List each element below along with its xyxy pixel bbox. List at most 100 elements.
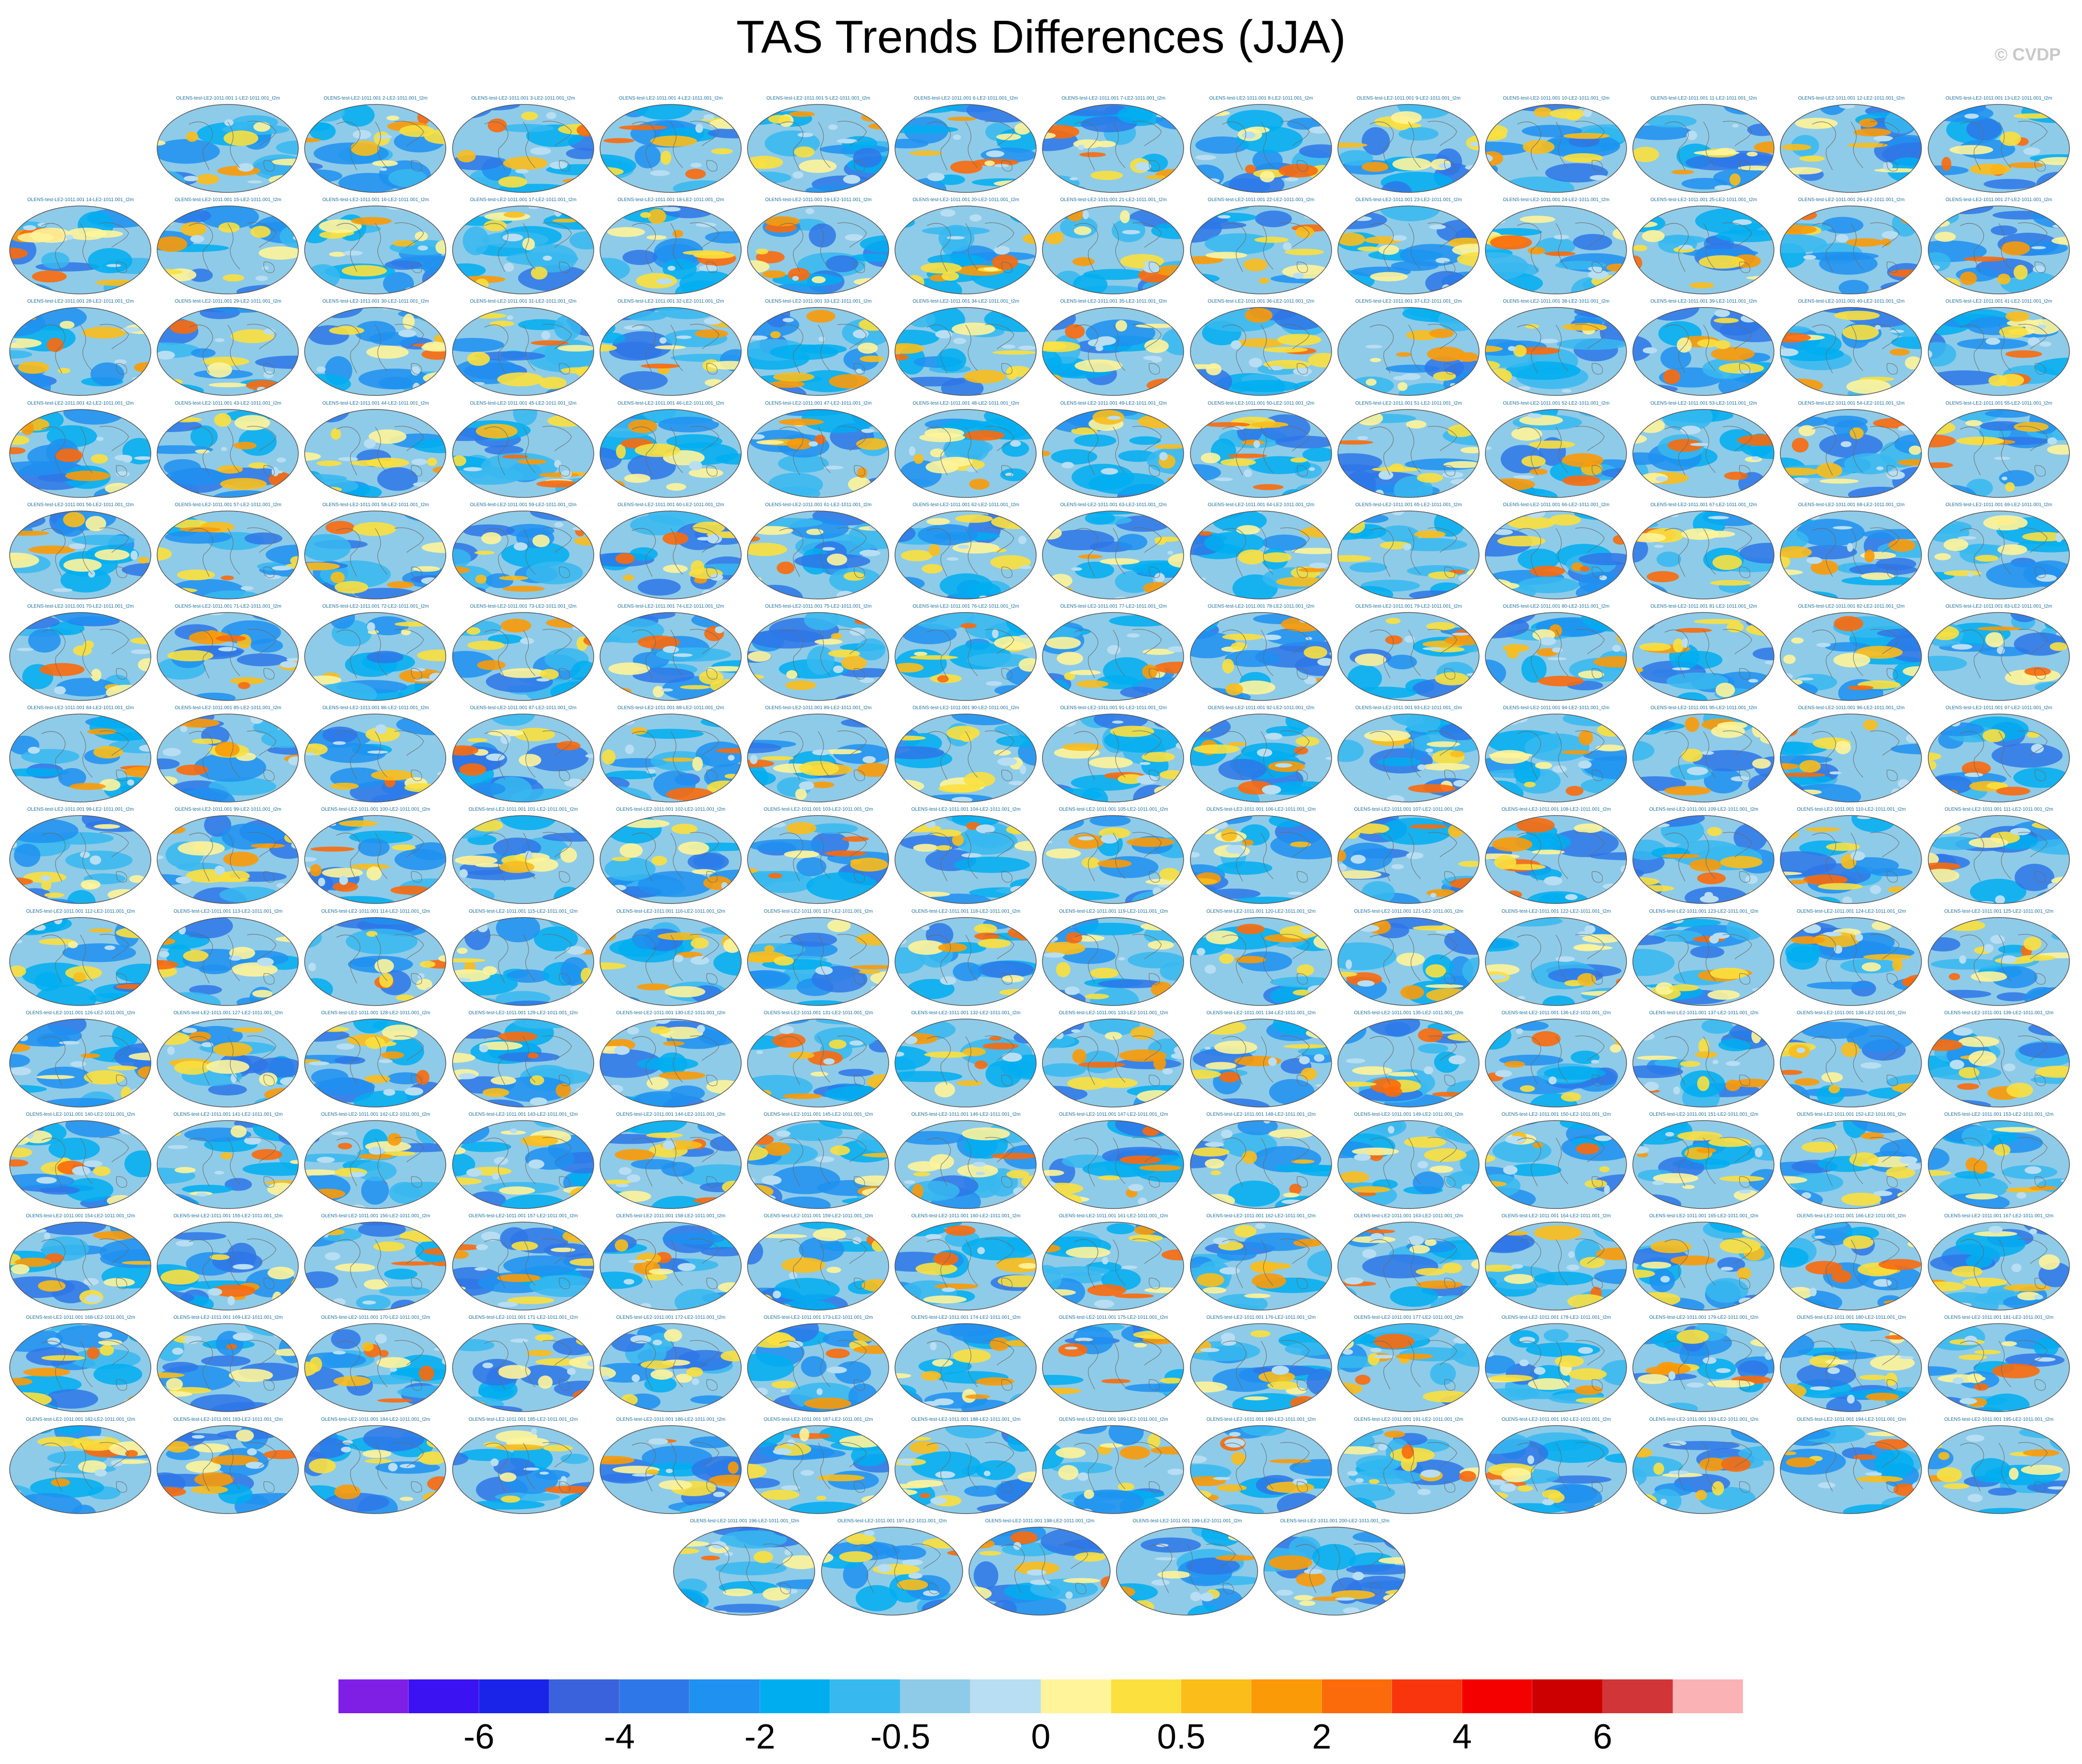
map-panel: OLENS-test-LE2-1011.001 121-LE2-1011.001… [1335,909,1482,1010]
panel-title: OLENS-test-LE2-1011.001 45-LE2-1011.001_… [469,400,577,406]
panel-title: OLENS-test-LE2-1011.001 160-LE2-1011.001… [911,1213,1021,1219]
global-map [747,612,889,701]
global-map [1042,408,1185,498]
global-map [452,104,594,193]
panel-title: OLENS-test-LE2-1011.001 39-LE2-1011.001_… [1650,299,1757,305]
map-panel: OLENS-test-LE2-1011.001 176-LE2-1011.001… [1188,1315,1335,1416]
map-panel: OLENS-test-LE2-1011.001 24-LE2-1011.001_… [1482,197,1630,299]
global-map [304,714,447,802]
global-map [1780,307,1922,396]
global-map [1337,815,1480,904]
colorbar-swatch [1041,1679,1111,1713]
map-panel: OLENS-test-LE2-1011.001 173-LE2-1011.001… [745,1315,892,1416]
global-map [1632,205,1774,294]
map-panel: OLENS-test-LE2-1011.001 58-LE2-1011.001_… [302,502,449,604]
global-map [1189,1120,1332,1209]
panel-title: OLENS-test-LE2-1011.001 58-LE2-1011.001_… [322,502,429,508]
global-map [1927,815,2070,904]
global-map [1189,510,1332,599]
panel-title: OLENS-test-LE2-1011.001 93-LE2-1011.001_… [1355,705,1462,711]
panel-title: OLENS-test-LE2-1011.001 154-LE2-1011.001… [26,1213,135,1219]
global-map [304,1222,447,1311]
global-map [452,612,594,701]
map-panel: OLENS-test-LE2-1011.001 2-LE2-1011.001_t… [302,96,449,197]
panel-title: OLENS-test-LE2-1011.001 87-LE2-1011.001_… [469,705,577,711]
panel-title: OLENS-test-LE2-1011.001 37-LE2-1011.001_… [1355,299,1462,305]
panel-title: OLENS-test-LE2-1011.001 27-LE2-1011.001_… [1945,197,2053,203]
global-map [452,1019,594,1108]
panel-title: OLENS-test-LE2-1011.001 42-LE2-1011.001_… [27,400,134,406]
map-panel: OLENS-test-LE2-1011.001 182-LE2-1011.001… [7,1417,154,1518]
map-panel: OLENS-test-LE2-1011.001 144-LE2-1011.001… [597,1112,745,1213]
global-map [304,408,447,498]
panel-title: OLENS-test-LE2-1011.001 65-LE2-1011.001_… [1355,502,1462,508]
colorbar-swatch [1111,1679,1181,1713]
panel-title: OLENS-test-LE2-1011.001 141-LE2-1011.001… [173,1112,283,1117]
panel-title: OLENS-test-LE2-1011.001 120-LE2-1011.001… [1206,908,1316,914]
panel-title: OLENS-test-LE2-1011.001 198-LE2-1011.001… [985,1518,1095,1524]
global-map [1485,1425,1627,1514]
global-map [304,307,447,396]
map-panel: OLENS-test-LE2-1011.001 199-LE2-1011.001… [1114,1518,1261,1620]
map-panel: OLENS-test-LE2-1011.001 63-LE2-1011.001_… [1040,502,1187,604]
panel-title: OLENS-test-LE2-1011.001 149-LE2-1011.001… [1354,1112,1464,1117]
map-panel: OLENS-test-LE2-1011.001 102-LE2-1011.001… [597,807,745,908]
global-map [157,408,299,498]
map-panel: OLENS-test-LE2-1011.001 78-LE2-1011.001_… [1188,604,1335,705]
map-panel: OLENS-test-LE2-1011.001 101-LE2-1011.001… [450,807,597,908]
map-panel: OLENS-test-LE2-1011.001 36-LE2-1011.001_… [1188,299,1335,400]
map-panel: OLENS-test-LE2-1011.001 52-LE2-1011.001_… [1482,401,1630,502]
map-panel: OLENS-test-LE2-1011.001 105-LE2-1011.001… [1040,807,1187,908]
map-panel: OLENS-test-LE2-1011.001 50-LE2-1011.001_… [1188,401,1335,502]
panel-title: OLENS-test-LE2-1011.001 164-LE2-1011.001… [1501,1213,1611,1219]
panel-title: OLENS-test-LE2-1011.001 153-LE2-1011.001… [1944,1112,2054,1117]
global-map [1780,1323,1922,1413]
map-panel: OLENS-test-LE2-1011.001 84-LE2-1011.001_… [7,705,154,807]
map-panel: OLENS-test-LE2-1011.001 95-LE2-1011.001_… [1630,705,1777,807]
global-map [452,815,594,904]
global-map [304,205,447,294]
map-panel: OLENS-test-LE2-1011.001 56-LE2-1011.001_… [7,502,154,604]
global-map [304,1019,447,1108]
map-panel: OLENS-test-LE2-1011.001 112-LE2-1011.001… [7,909,154,1010]
panel-title: OLENS-test-LE2-1011.001 158-LE2-1011.001… [616,1213,726,1219]
global-map [600,917,742,1006]
panel-title: OLENS-test-LE2-1011.001 142-LE2-1011.001… [321,1112,430,1117]
map-panel: OLENS-test-LE2-1011.001 37-LE2-1011.001_… [1335,299,1482,400]
panel-title: OLENS-test-LE2-1011.001 134-LE2-1011.001… [1206,1010,1316,1016]
map-panel: OLENS-test-LE2-1011.001 120-LE2-1011.001… [1188,909,1335,1010]
panel-title: OLENS-test-LE2-1011.001 51-LE2-1011.001_… [1355,400,1462,406]
global-map [1632,104,1774,193]
global-map [1189,104,1332,193]
global-map [1189,612,1332,701]
panel-title: OLENS-test-LE2-1011.001 168-LE2-1011.001… [26,1315,135,1321]
panel-title: OLENS-test-LE2-1011.001 116-LE2-1011.001… [616,908,725,914]
copyright-label: © CVDP [1994,44,2061,64]
panel-title: OLENS-test-LE2-1011.001 82-LE2-1011.001_… [1798,604,1905,609]
global-map [747,1222,889,1311]
panel-title: OLENS-test-LE2-1011.001 16-LE2-1011.001_… [322,197,429,203]
map-panel: OLENS-test-LE2-1011.001 181-LE2-1011.001… [1925,1315,2073,1416]
panel-title: OLENS-test-LE2-1011.001 156-LE2-1011.001… [321,1213,430,1219]
global-map [747,917,889,1006]
panel-title: OLENS-test-LE2-1011.001 127-LE2-1011.001… [173,1010,283,1016]
map-panel: OLENS-test-LE2-1011.001 151-LE2-1011.001… [1630,1112,1777,1213]
map-panel: OLENS-test-LE2-1011.001 166-LE2-1011.001… [1777,1213,1925,1315]
global-map [1485,307,1627,396]
panel-title: OLENS-test-LE2-1011.001 126-LE2-1011.001… [26,1010,135,1016]
panel-title: OLENS-test-LE2-1011.001 12-LE2-1011.001_… [1798,96,1905,101]
panel-title: OLENS-test-LE2-1011.001 172-LE2-1011.001… [616,1315,726,1321]
panel-title: OLENS-test-LE2-1011.001 68-LE2-1011.001_… [1798,502,1905,508]
map-panel: OLENS-test-LE2-1011.001 187-LE2-1011.001… [745,1417,892,1518]
map-panel: OLENS-test-LE2-1011.001 200-LE2-1011.001… [1261,1518,1408,1620]
map-panel: OLENS-test-LE2-1011.001 148-LE2-1011.001… [1188,1112,1335,1213]
panel-title: OLENS-test-LE2-1011.001 21-LE2-1011.001_… [1060,197,1167,203]
colorbar-swatch [1321,1679,1392,1713]
colorbar-tick-label: 4 [1452,1718,1472,1756]
map-panel: OLENS-test-LE2-1011.001 177-LE2-1011.001… [1335,1315,1482,1416]
map-panel: OLENS-test-LE2-1011.001 28-LE2-1011.001_… [7,299,154,400]
map-panel: OLENS-test-LE2-1011.001 128-LE2-1011.001… [302,1010,449,1112]
panel-title: OLENS-test-LE2-1011.001 184-LE2-1011.001… [321,1416,430,1422]
panel-title: OLENS-test-LE2-1011.001 138-LE2-1011.001… [1796,1010,1906,1016]
global-map [1632,307,1774,396]
